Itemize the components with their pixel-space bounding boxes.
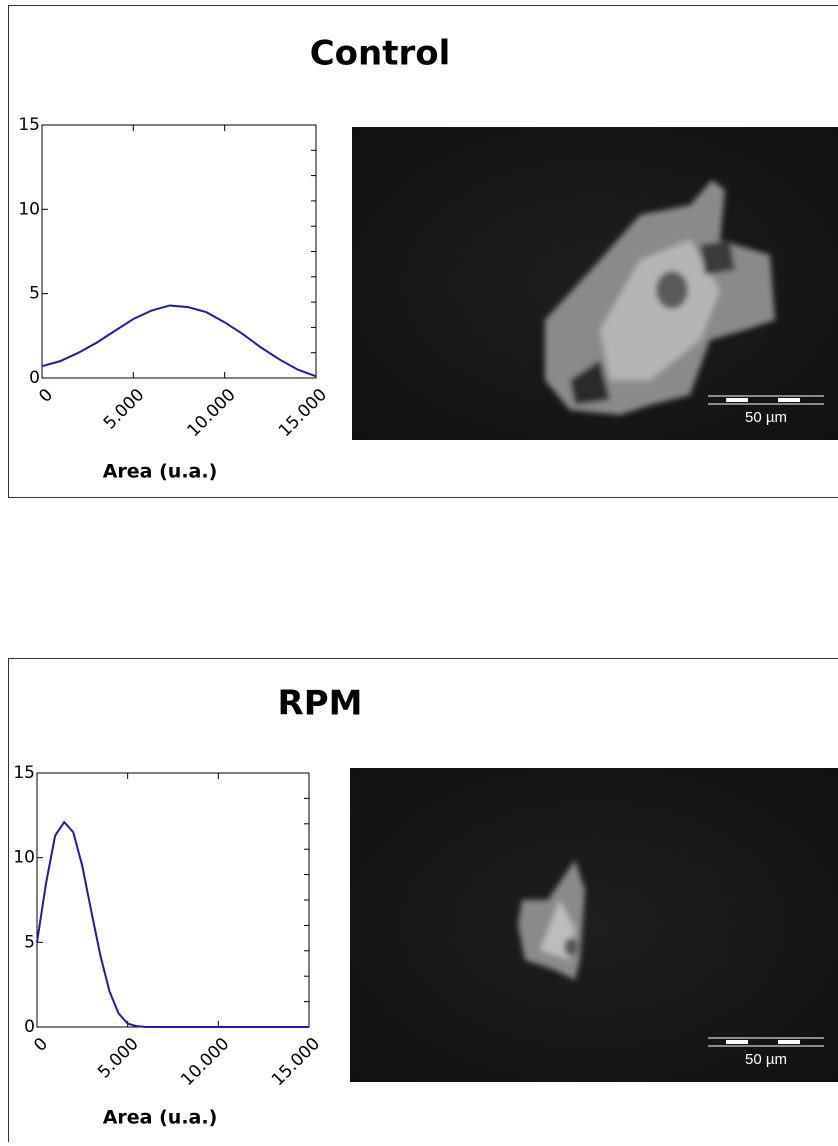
- x-tick-label: 10.000: [184, 385, 240, 441]
- x-axis-label: Area (u.a.): [103, 461, 218, 483]
- y-tick-label: 5: [29, 284, 40, 304]
- scale-bar: [778, 1040, 800, 1044]
- figure: Control Area (u.a.) 0 5 10 15 0 5.000 10.000 15.0…: [0, 0, 838, 1142]
- page: {"chart_data": [ {"type": "line", "title…: [0, 0, 838, 1142]
- y-tick-label: 10: [13, 848, 35, 868]
- x-tick-label: 0: [35, 385, 57, 407]
- x-axis-label: Area (u.a.): [103, 1107, 218, 1129]
- scale-bar: [726, 398, 748, 402]
- x-tick-label: 15.000: [268, 1034, 324, 1090]
- plot-frame: [37, 773, 309, 1027]
- x-tick-label: 5.000: [94, 1034, 143, 1083]
- scale-bar: [726, 1040, 748, 1044]
- plot-frame: [42, 125, 316, 378]
- y-tick-label: 5: [24, 932, 35, 952]
- x-tick-label: 15.000: [275, 385, 331, 441]
- x-tick-label: 10.000: [177, 1034, 233, 1090]
- scale-label: 50 µm: [745, 409, 787, 426]
- y-tick-label: 0: [24, 1017, 35, 1037]
- line-series: [37, 822, 309, 1027]
- x-tick-label: 5.000: [100, 385, 149, 434]
- y-tick-label: 0: [29, 368, 40, 388]
- y-tick-label: 15: [13, 763, 35, 783]
- panel-title: RPM: [278, 684, 363, 724]
- micrograph: [352, 127, 838, 440]
- y-tick-label: 15: [18, 115, 40, 135]
- y-tick-label: 10: [18, 199, 40, 219]
- line-series: [42, 305, 316, 376]
- panel-title: Control: [310, 34, 451, 74]
- micrograph: [350, 768, 838, 1082]
- scale-label: 50 µm: [745, 1051, 787, 1068]
- x-tick-label: 0: [30, 1034, 52, 1056]
- scale-bar: [778, 398, 800, 402]
